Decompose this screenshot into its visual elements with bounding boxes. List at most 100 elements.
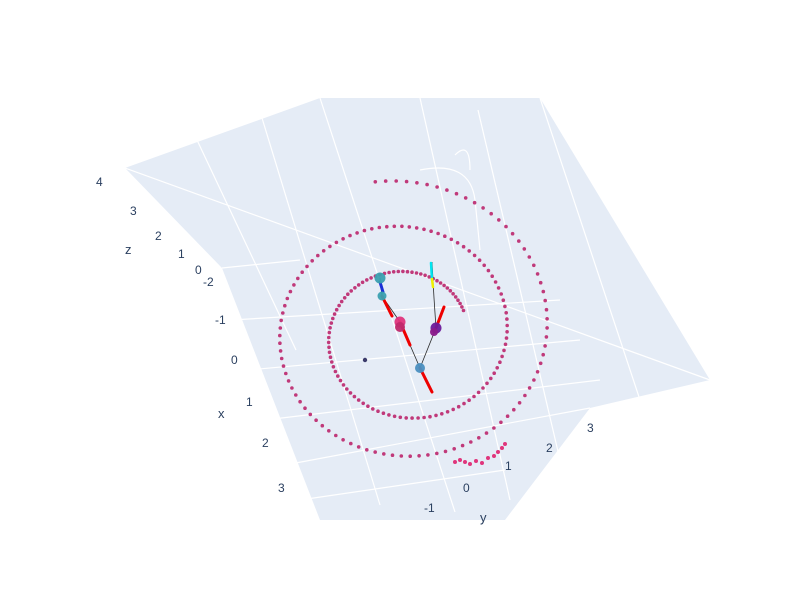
spiral-point xyxy=(476,390,481,395)
spiral-point xyxy=(337,303,341,308)
spiral-point xyxy=(278,349,283,353)
spiral-point xyxy=(492,371,497,376)
spiral-point xyxy=(408,454,413,459)
spiral-point xyxy=(284,371,288,376)
spiral-point xyxy=(482,263,487,268)
spiral-point xyxy=(492,426,496,430)
spiral-point xyxy=(469,440,473,444)
spiral-point xyxy=(463,460,467,464)
spiral-point xyxy=(503,304,507,309)
y-tick-label: 3 xyxy=(587,421,594,435)
spiral-point xyxy=(453,460,457,464)
spiral-point xyxy=(365,448,369,452)
spiral-point xyxy=(505,323,510,328)
x-tick-label: -2 xyxy=(203,275,214,289)
spiral-point xyxy=(415,181,419,185)
spiral-point xyxy=(328,326,332,330)
spiral-point xyxy=(445,410,450,414)
spiral-point xyxy=(492,454,496,458)
spiral-point xyxy=(334,307,339,312)
z-axis: 4 3 2 1 0 z xyxy=(96,175,202,277)
spiral-point xyxy=(278,326,283,330)
spiral-point xyxy=(435,451,439,456)
grid-line xyxy=(477,109,561,461)
y-tick-label: 0 xyxy=(463,481,470,495)
spiral-point xyxy=(543,298,547,303)
spiral-point xyxy=(445,188,449,192)
spiral-point xyxy=(496,450,500,454)
spiral-point xyxy=(489,211,494,216)
spiral-point xyxy=(477,436,481,440)
spiral-point xyxy=(425,182,429,187)
spiral-point xyxy=(423,273,427,278)
x-tick-label: -1 xyxy=(215,313,226,327)
spiral-point xyxy=(443,449,448,454)
grid-line xyxy=(299,469,506,501)
x-tick-label: 3 xyxy=(278,481,285,495)
spiral-point xyxy=(327,330,332,335)
spiral-point xyxy=(527,386,532,390)
spiral-point xyxy=(361,401,366,406)
spiral-point xyxy=(497,218,501,222)
spiral-point xyxy=(456,298,460,303)
grid-line xyxy=(419,97,511,501)
spiral-point xyxy=(373,180,378,184)
spiral-point xyxy=(330,360,334,364)
spiral-point xyxy=(387,270,391,275)
spiral-point xyxy=(436,231,440,236)
spiral-point xyxy=(535,272,540,276)
y-axis: -1 0 1 2 3 y xyxy=(424,421,594,525)
z-tick-label: 2 xyxy=(155,229,162,243)
spiral-point xyxy=(355,231,359,235)
spiral-point xyxy=(407,225,412,229)
spiral-point xyxy=(472,200,477,205)
spiral-point xyxy=(467,249,472,253)
spiral-point xyxy=(538,280,543,285)
spiral-point xyxy=(517,401,522,405)
pendulum-node xyxy=(395,322,405,332)
spiral-point xyxy=(345,387,349,391)
spiral-point xyxy=(404,416,409,420)
spiral-point xyxy=(468,462,472,466)
spiral-point xyxy=(538,361,543,366)
spiral-point xyxy=(460,305,464,309)
spiral-point xyxy=(328,355,333,360)
spiral-point xyxy=(451,292,455,296)
spiral-point xyxy=(356,283,361,287)
spiral-point xyxy=(472,253,477,258)
spiral-point xyxy=(370,227,374,231)
z-tick-label: 4 xyxy=(96,175,103,189)
spiral-point xyxy=(356,445,361,449)
z-tick-label: 0 xyxy=(195,263,202,277)
spiral-point xyxy=(310,259,315,263)
spiral-point xyxy=(376,409,380,414)
spiral-point xyxy=(382,452,386,456)
spiral-point xyxy=(279,356,284,361)
spiral-point xyxy=(517,239,521,243)
spiral-point xyxy=(435,185,439,189)
spiral-point xyxy=(512,407,516,412)
spiral-point xyxy=(279,318,284,323)
spiral-point xyxy=(352,394,357,399)
spiral-point xyxy=(392,224,397,229)
spiral-point xyxy=(288,289,293,294)
spiral-point xyxy=(541,352,545,357)
spiral-point xyxy=(327,429,331,433)
spiral-point xyxy=(373,450,378,454)
spiral-point xyxy=(417,454,421,458)
spiral-point xyxy=(496,286,501,290)
spiral-point xyxy=(410,270,414,275)
spiral-point xyxy=(428,414,432,419)
spiral-point xyxy=(461,308,466,313)
spiral-point xyxy=(292,283,296,287)
spiral-point xyxy=(383,179,388,183)
spiral-point xyxy=(327,350,332,355)
spiral-point xyxy=(281,311,285,315)
spiral-point xyxy=(544,335,549,339)
spiral-point xyxy=(353,286,357,290)
spiral-point xyxy=(510,231,515,236)
spiral-point xyxy=(504,311,509,315)
spiral-point xyxy=(336,374,340,378)
spiral-point xyxy=(427,275,432,279)
